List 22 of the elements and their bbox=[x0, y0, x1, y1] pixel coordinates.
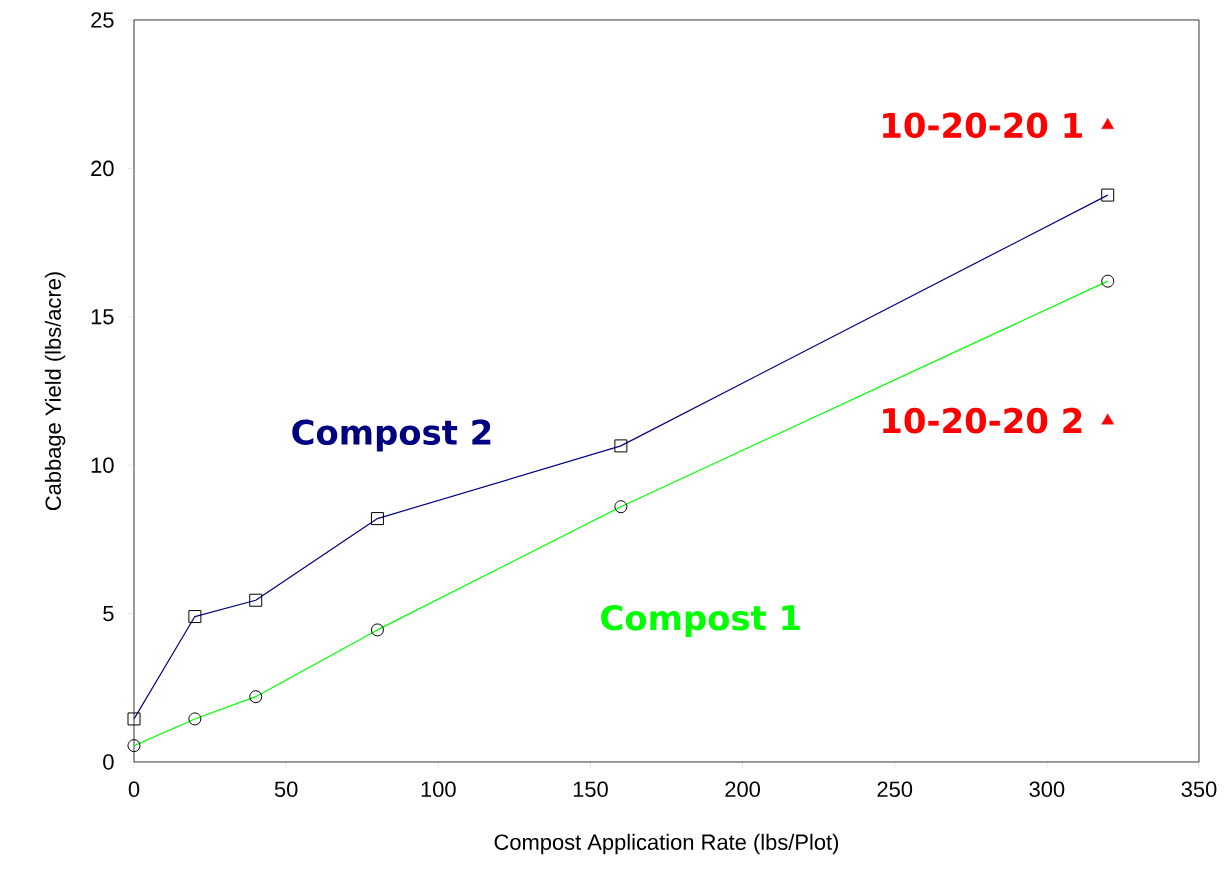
series-label: 10-20-20 1 bbox=[883, 112, 1082, 139]
point bbox=[1101, 118, 1114, 130]
series-label: Compost 2 bbox=[292, 419, 491, 452]
x-tick-label: 100 bbox=[421, 781, 456, 798]
y-axis-title: Cabbage Yield (lbs/acre) bbox=[44, 272, 66, 511]
y-tick-label: 20 bbox=[91, 160, 114, 177]
x-tick-label: 350 bbox=[1181, 781, 1217, 798]
y-tick-label: 0 bbox=[103, 754, 114, 770]
y-tick-label: 25 bbox=[91, 12, 114, 28]
y-tick-label: 15 bbox=[91, 309, 114, 325]
x-tick-label: 0 bbox=[128, 781, 140, 798]
x-tick-label: 250 bbox=[877, 781, 913, 798]
x-tick-label: 200 bbox=[725, 781, 760, 798]
point bbox=[1101, 413, 1114, 425]
y-tick-label: 10 bbox=[91, 457, 114, 473]
x-tick-label: 300 bbox=[1029, 781, 1065, 798]
x-tick-label: 150 bbox=[573, 781, 608, 798]
y-tick-label: 5 bbox=[103, 605, 114, 622]
series-label: 10-20-20 2 bbox=[883, 407, 1082, 434]
x-axis-title: Compost Application Rate (lbs/Plot) bbox=[494, 833, 839, 855]
text: Compost 1 bbox=[601, 604, 800, 638]
x-tick-label: 50 bbox=[274, 781, 298, 798]
